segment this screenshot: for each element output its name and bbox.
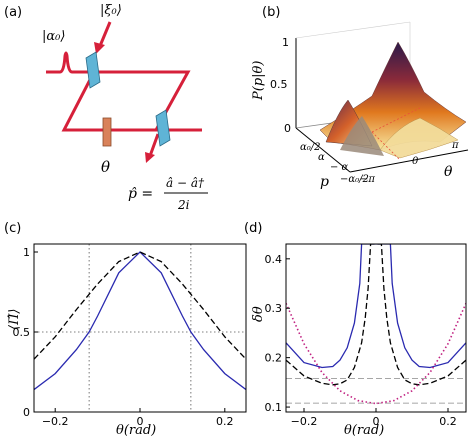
coherent-state-label: |α₀⟩ <box>42 29 65 44</box>
z-ticks: 1 0.5 0 <box>270 36 291 135</box>
panel-a: (a) |α₀⟩ |ξ₀⟩ θ p̂ = â − â† 2i <box>4 3 208 212</box>
panel-b-label: (b) <box>262 5 280 20</box>
series-line-solid <box>34 251 246 391</box>
p-axis-label: p <box>320 174 329 190</box>
squeezed-beam <box>98 21 112 47</box>
y-tick-label: 0.5 <box>13 326 31 339</box>
probability-surface <box>319 41 467 161</box>
p-tick-label: α₀/2 <box>300 142 321 153</box>
x-tick-label: 0 <box>137 415 144 428</box>
plot-d: −0.2 0 0.2 0.1 0.2 0.3 0.4 <box>265 243 467 428</box>
phase-label: θ <box>101 158 110 176</box>
y-tick-label: 0.4 <box>265 253 283 266</box>
panel-c: (c) ⟨Π̂⟩ θ(rad) −0.2 0 0.2 0 0.5 1 <box>4 221 247 438</box>
series-line-solid <box>286 244 466 369</box>
squeezed-arrow-icon <box>94 42 105 54</box>
panel-c-ylabel: ⟨Π̂⟩ <box>7 309 22 330</box>
p-tick-label: − α <box>330 162 349 173</box>
theta-axis-label: θ <box>444 164 453 180</box>
beam-splitter-2 <box>155 109 171 147</box>
y-tick-label: 0.3 <box>265 302 283 315</box>
panel-b: (b) 1 0.5 0 P(p|θ) α₀/2 α − α −α₀/2 <box>251 5 469 190</box>
p-hat-label: p̂ = <box>128 186 153 202</box>
plot-c: −0.2 0 0.2 0 0.5 1 <box>13 243 247 428</box>
input-pulse <box>46 51 88 74</box>
panel-d-xlabel: θ(rad) <box>344 423 384 438</box>
x-tick-label: 0.2 <box>439 415 457 428</box>
x-tick-label: −0.2 <box>291 415 318 428</box>
x-tick-label: −0.2 <box>42 415 69 428</box>
y-tick-label: 0.2 <box>265 352 283 365</box>
plot-frame <box>33 243 247 413</box>
output-beam <box>148 133 160 157</box>
p-hat-denominator: 2i <box>177 198 190 212</box>
beam-upper <box>94 70 202 132</box>
x-tick-label: 0.2 <box>216 415 234 428</box>
panel-c-label: (c) <box>4 221 21 236</box>
theta-tick-label: π <box>451 140 459 151</box>
y-tick-label: 0 <box>23 406 30 419</box>
theta-tick-label: 0 <box>412 156 419 167</box>
p-tick-label: α <box>318 152 325 163</box>
z-axis-label: P(p|θ) <box>251 61 266 101</box>
beam-splitter-1 <box>85 51 101 89</box>
theta-ticks: π 0 −π <box>360 140 459 185</box>
output-arrow-icon <box>145 152 155 163</box>
y-tick-label: 1 <box>23 246 30 259</box>
panel-d-label: (d) <box>244 221 262 236</box>
plot-frame <box>285 243 467 413</box>
panel-d-ylabel: δθ <box>251 306 266 322</box>
panel-a-label: (a) <box>4 5 22 20</box>
x-tick-label: 0 <box>373 415 380 428</box>
series-line-dotted <box>286 302 466 405</box>
beam-lower <box>61 71 156 132</box>
theta-axis <box>349 149 469 173</box>
y-tick-label: 0.1 <box>265 401 283 414</box>
theta-tick-label: −π <box>360 174 375 185</box>
z-tick-label: 1 <box>282 36 289 49</box>
phase-plate <box>102 117 112 147</box>
z-tick-label: 0.5 <box>270 78 288 91</box>
p-tick-label: −α₀/2 <box>340 174 369 185</box>
p-hat-numerator: â − â† <box>166 176 205 190</box>
back-grid-line <box>295 21 411 39</box>
panel-c-xlabel: θ(rad) <box>116 423 156 438</box>
panel-d: (d) δθ θ(rad) −0.2 0 0.2 0.1 0.2 0.3 0.4 <box>244 221 467 438</box>
series-line-dashed <box>286 244 466 386</box>
p-axis <box>295 127 351 173</box>
p-ticks: α₀/2 α − α −α₀/2 <box>300 142 369 185</box>
squeezed-state-label: |ξ₀⟩ <box>100 3 122 18</box>
series-line-dashed <box>34 251 246 360</box>
z-tick-label: 0 <box>284 122 291 135</box>
